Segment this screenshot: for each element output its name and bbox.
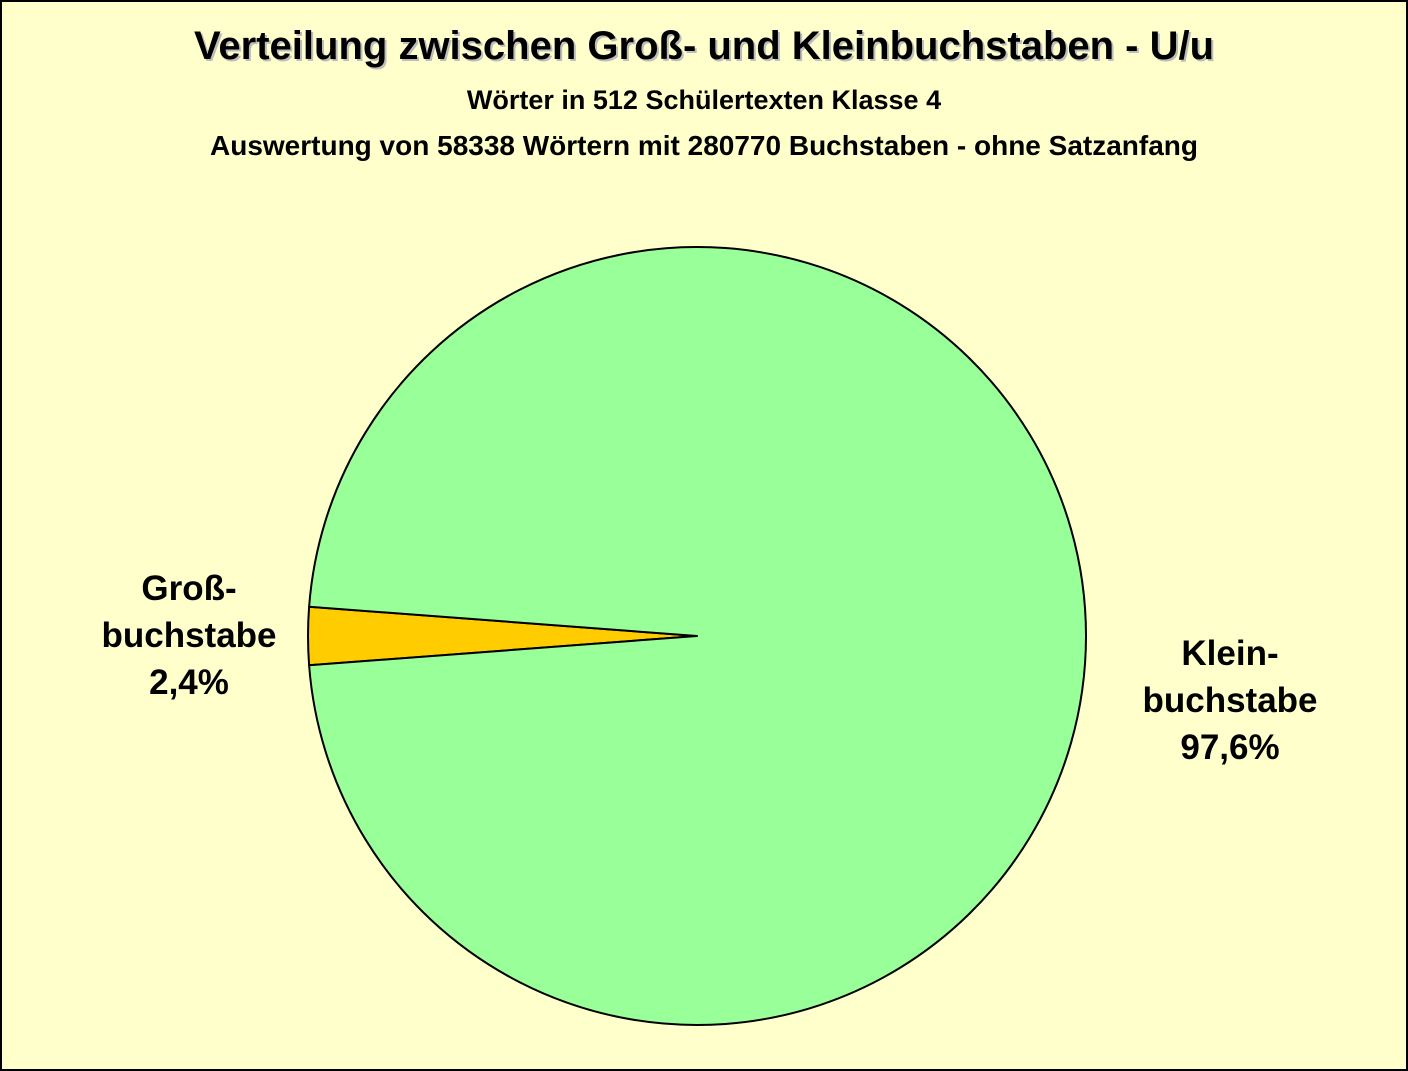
slice-label-gross-line2: buchstabe (101, 616, 277, 655)
pie-slices (307, 246, 1088, 1026)
pie-slice-klein (308, 246, 1088, 1026)
slice-label-klein-line1: Klein- (1181, 634, 1279, 673)
slice-label-gross: Groß- buchstabe 2,4% (64, 565, 314, 706)
slice-label-klein-line2: buchstabe (1142, 681, 1318, 720)
chart-title: Verteilung zwischen Groß- und Kleinbuchs… (193, 24, 1215, 68)
chart-subtitle-2: Auswertung von 58338 Wörtern mit 280770 … (210, 130, 1198, 161)
slice-label-gross-line1: Groß- (141, 569, 237, 608)
slice-label-klein: Klein- buchstabe 97,6% (1105, 630, 1355, 771)
slice-value-klein: 97,6% (1180, 728, 1280, 767)
chart-subtitle-1: Wörter in 512 Schülertexten Klasse 4 (466, 85, 942, 115)
slice-value-gross: 2,4% (149, 663, 229, 702)
